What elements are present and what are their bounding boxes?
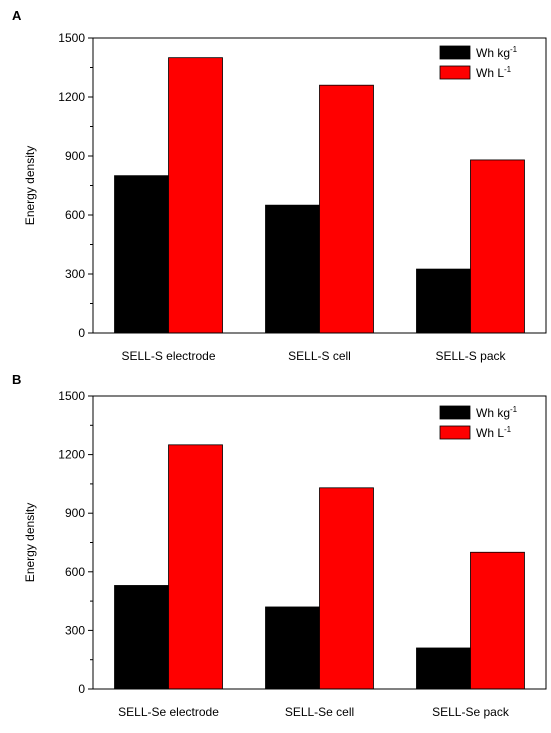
bar-wh-kg-1 bbox=[114, 175, 169, 334]
x-tick-label: SELL-S pack bbox=[435, 349, 506, 363]
legend-swatch bbox=[439, 425, 471, 440]
y-axis-label: Energy density bbox=[23, 503, 37, 582]
bar-wh-l-2 bbox=[319, 84, 374, 334]
bar-wh-kg-3 bbox=[416, 647, 471, 690]
panel-label: B bbox=[12, 372, 21, 387]
chart-panel-b: B SELL-Se electrode SELL-Se cell SELL-Se pa… bbox=[12, 372, 547, 719]
bar-wh-kg-2 bbox=[265, 204, 320, 334]
bar-wh-l-1 bbox=[168, 444, 223, 690]
legend-label: Wh kg-1 bbox=[476, 45, 518, 60]
bar-wh-kg-2 bbox=[265, 606, 320, 690]
legend: Wh kg-1 Wh L-1 bbox=[439, 45, 518, 80]
legend-swatch bbox=[439, 65, 471, 80]
bar-wh-l-2 bbox=[319, 487, 374, 690]
y-tick-label: 0 bbox=[78, 682, 85, 696]
chart-panel-a: A SELL-S electrode SELL-S cell SELL-S pack 0… bbox=[12, 8, 547, 363]
bar-wh-kg-3 bbox=[416, 268, 471, 334]
legend-label: Wh L-1 bbox=[476, 425, 512, 440]
y-tick-label: 1500 bbox=[58, 389, 85, 403]
y-tick-label: 1200 bbox=[58, 90, 85, 104]
x-tick-label: SELL-Se electrode bbox=[118, 705, 219, 719]
bar-wh-kg-1 bbox=[114, 585, 169, 690]
x-tick-label: SELL-Se pack bbox=[432, 705, 510, 719]
legend: Wh kg-1 Wh L-1 bbox=[439, 405, 518, 440]
y-tick-label: 900 bbox=[65, 506, 85, 520]
y-tick-label: 600 bbox=[65, 565, 85, 579]
y-tick-label: 300 bbox=[65, 623, 85, 637]
y-axis-label: Energy density bbox=[23, 146, 37, 225]
x-tick-label: SELL-Se cell bbox=[285, 705, 354, 719]
x-tick-label: SELL-S cell bbox=[288, 349, 351, 363]
y-tick-label: 1500 bbox=[58, 31, 85, 45]
legend-swatch bbox=[439, 405, 471, 420]
bar-wh-l-3 bbox=[470, 159, 525, 334]
y-tick-label: 900 bbox=[65, 149, 85, 163]
y-tick-label: 0 bbox=[78, 326, 85, 340]
legend-swatch bbox=[439, 45, 471, 60]
panel-label: A bbox=[12, 8, 22, 23]
x-tick-label: SELL-S electrode bbox=[121, 349, 215, 363]
y-tick-label: 1200 bbox=[58, 448, 85, 462]
legend-label: Wh kg-1 bbox=[476, 405, 518, 420]
bar-wh-l-1 bbox=[168, 57, 223, 334]
legend-label: Wh L-1 bbox=[476, 65, 512, 80]
y-tick-label: 600 bbox=[65, 208, 85, 222]
y-tick-label: 300 bbox=[65, 267, 85, 281]
bar-wh-l-3 bbox=[470, 551, 525, 690]
